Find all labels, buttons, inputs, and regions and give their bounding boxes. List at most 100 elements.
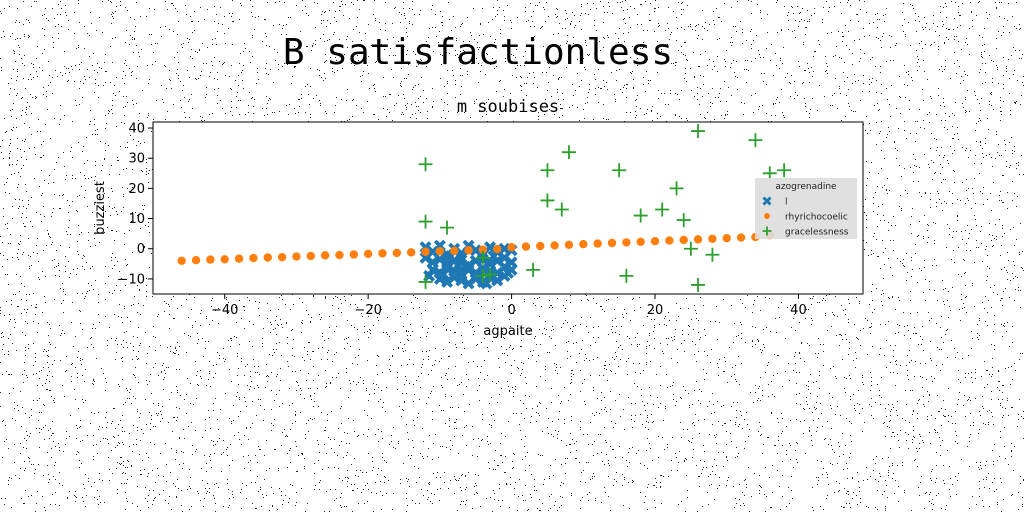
data-point xyxy=(521,242,531,251)
legend-title: azogrenadine xyxy=(775,182,837,192)
data-point xyxy=(579,240,588,249)
data-point xyxy=(607,238,617,248)
data-point xyxy=(536,241,545,251)
legend: azogrenadine l rhyrichocoelic gracelessness xyxy=(755,178,857,239)
data-point xyxy=(437,268,450,281)
data-point xyxy=(676,213,691,228)
data-point xyxy=(277,252,287,262)
data-point xyxy=(736,233,746,242)
x-axis-label: agpaite xyxy=(483,324,532,339)
y-tick-label: 0 xyxy=(137,242,145,257)
data-point xyxy=(378,249,387,258)
data-point xyxy=(220,255,229,264)
series-rhyrichocoelic xyxy=(177,230,774,266)
data-point xyxy=(455,274,468,287)
data-point xyxy=(665,236,674,245)
y-tick-label: 30 xyxy=(128,152,145,167)
data-point xyxy=(561,145,576,160)
data-point xyxy=(502,266,514,279)
series-gracelessness xyxy=(418,124,792,292)
data-point xyxy=(622,238,631,247)
data-point xyxy=(655,202,670,217)
x-tick-label: −20 xyxy=(354,303,381,318)
data-point xyxy=(554,202,569,217)
y-tick-label: 20 xyxy=(128,182,145,197)
data-point xyxy=(249,253,258,263)
data-point xyxy=(493,244,502,254)
data-point xyxy=(636,237,645,246)
data-point xyxy=(406,248,416,257)
data-point xyxy=(263,253,272,262)
chart-marks xyxy=(177,124,792,292)
x-tick-label: 40 xyxy=(790,303,807,318)
y-axis-ticks: −10 0 10 20 30 40 xyxy=(118,122,153,287)
data-point xyxy=(451,259,464,272)
x-tick-label: 0 xyxy=(507,303,515,318)
y-tick-label: 40 xyxy=(128,122,145,137)
data-point xyxy=(762,226,772,236)
data-point xyxy=(764,213,770,219)
data-point xyxy=(475,250,490,265)
data-point xyxy=(633,208,648,223)
data-point xyxy=(448,271,461,284)
page-title: B satisfactionless xyxy=(282,32,674,73)
data-point xyxy=(612,163,627,178)
data-point xyxy=(526,262,541,277)
data-point xyxy=(191,256,201,265)
data-point xyxy=(550,241,559,250)
data-point xyxy=(418,157,433,172)
data-point xyxy=(349,250,359,259)
data-point xyxy=(292,252,301,261)
y-tick-label: −10 xyxy=(118,272,145,287)
data-point xyxy=(650,236,660,246)
data-point xyxy=(691,277,706,292)
legend-box xyxy=(755,178,857,239)
data-point xyxy=(421,247,430,256)
data-point xyxy=(540,193,555,208)
data-point xyxy=(762,166,777,181)
data-point xyxy=(435,246,445,256)
data-point xyxy=(440,220,455,235)
data-point xyxy=(691,124,706,139)
data-point xyxy=(363,249,373,259)
x-tick-label: 20 xyxy=(647,303,664,318)
data-point xyxy=(450,246,459,256)
data-point xyxy=(540,163,555,178)
data-point xyxy=(306,251,315,261)
data-point xyxy=(392,248,402,258)
data-point xyxy=(564,240,574,250)
data-point xyxy=(619,268,634,283)
x-tick-label: −40 xyxy=(211,303,238,318)
data-point xyxy=(679,235,688,245)
legend-label: gracelessness xyxy=(785,228,849,238)
data-point xyxy=(177,256,186,266)
legend-label: l xyxy=(785,198,788,208)
data-point xyxy=(748,133,763,148)
data-point xyxy=(418,214,433,229)
data-point xyxy=(722,233,731,243)
data-point xyxy=(418,274,433,289)
data-point xyxy=(507,243,516,252)
x-axis-ticks: −40 −20 0 20 40 xyxy=(211,294,807,318)
data-point xyxy=(234,254,244,263)
data-point xyxy=(478,245,488,254)
data-point xyxy=(762,196,772,206)
chart-title: m soubises xyxy=(457,97,559,117)
data-point xyxy=(683,241,698,256)
data-point xyxy=(705,247,720,262)
legend-label: rhyrichocoelic xyxy=(785,213,848,223)
data-point xyxy=(483,267,498,282)
data-point xyxy=(320,251,330,260)
data-point xyxy=(206,255,215,264)
data-point xyxy=(476,262,489,275)
data-point xyxy=(335,250,344,260)
data-point xyxy=(487,250,500,263)
data-point xyxy=(777,163,792,178)
data-point xyxy=(464,246,473,255)
data-point xyxy=(475,268,490,283)
data-point xyxy=(593,239,602,248)
y-tick-label: 10 xyxy=(128,212,145,227)
data-point xyxy=(669,181,684,196)
data-point xyxy=(693,235,703,244)
